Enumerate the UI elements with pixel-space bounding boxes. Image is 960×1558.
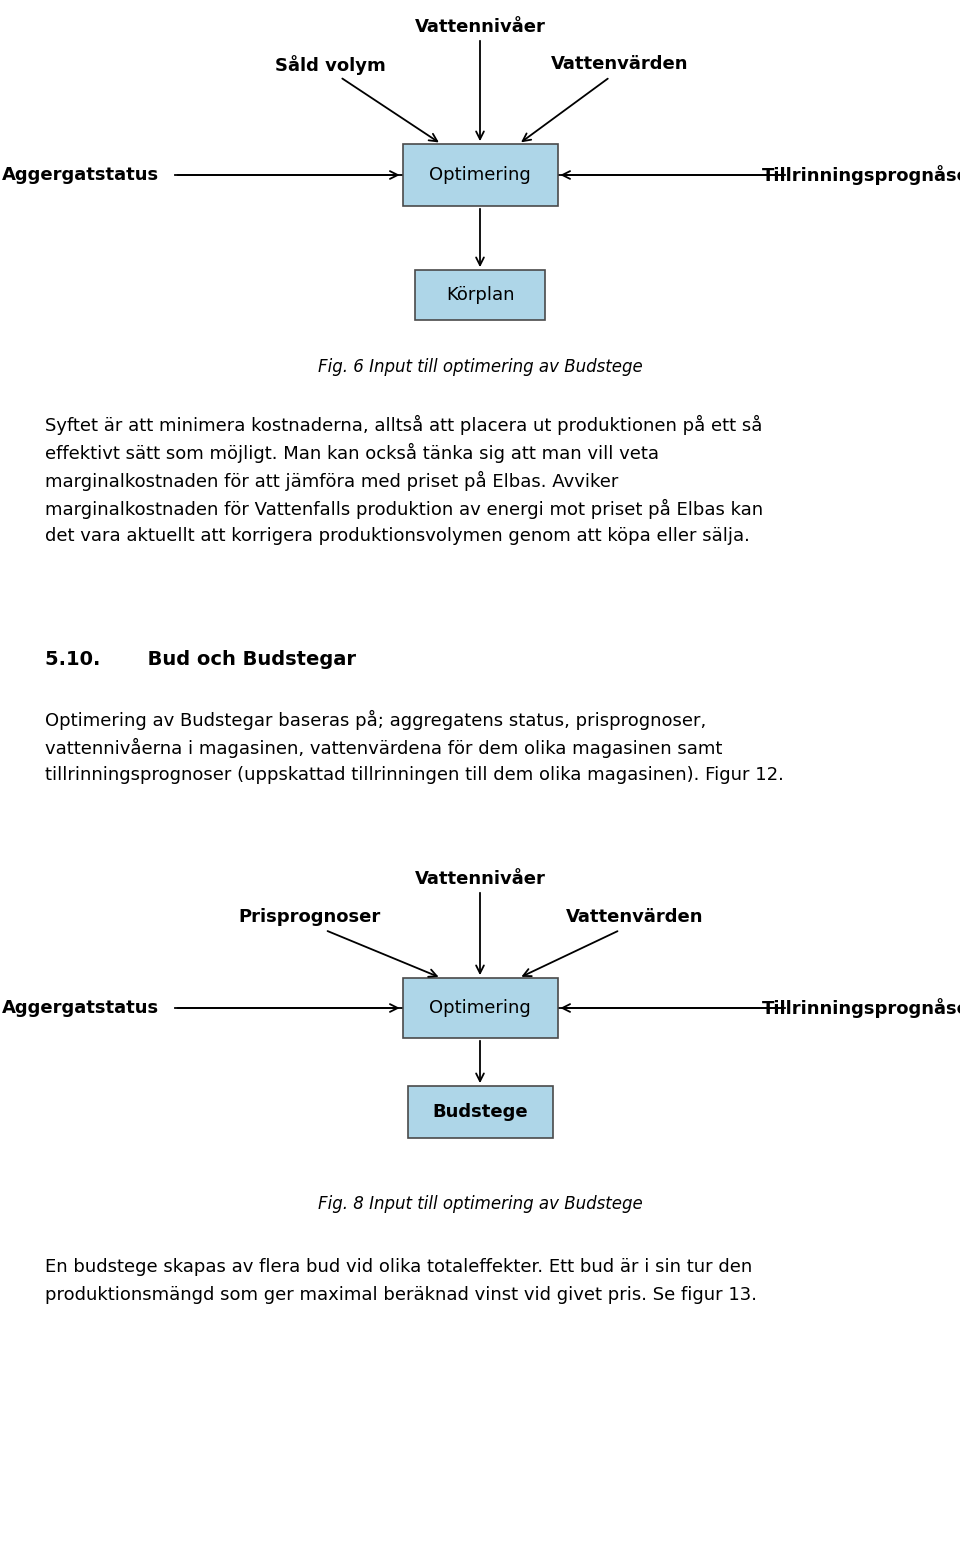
Text: Syftet är att minimera kostnaderna, alltså att placera ut produktionen på ett så: Syftet är att minimera kostnaderna, allt…: [45, 414, 762, 435]
FancyBboxPatch shape: [402, 978, 558, 1038]
Text: Tillrinningsprognåser: Tillrinningsprognåser: [761, 165, 960, 185]
Text: Prisprognoser: Prisprognoser: [239, 908, 381, 925]
Text: Aggergatstatus: Aggergatstatus: [1, 999, 158, 1017]
Text: effektivt sätt som möjligt. Man kan också tänka sig att man vill veta: effektivt sätt som möjligt. Man kan ocks…: [45, 442, 659, 463]
Text: vattennivåerna i magasinen, vattenvärdena för dem olika magasinen samt: vattennivåerna i magasinen, vattenvärden…: [45, 738, 722, 759]
Text: Vattennivåer: Vattennivåer: [415, 869, 545, 888]
Text: En budstege skapas av flera bud vid olika totaleffekter. Ett bud är i sin tur de: En budstege skapas av flera bud vid olik…: [45, 1257, 753, 1276]
Text: Fig. 6 Input till optimering av Budstege: Fig. 6 Input till optimering av Budstege: [318, 358, 642, 375]
Text: Vattenvärden: Vattenvärden: [566, 908, 704, 925]
Text: Optimering: Optimering: [429, 999, 531, 1017]
Text: Aggergatstatus: Aggergatstatus: [1, 167, 158, 184]
Text: 5.10.       Bud och Budstegar: 5.10. Bud och Budstegar: [45, 650, 356, 668]
Text: marginalkostnaden för Vattenfalls produktion av energi mot priset på Elbas kan: marginalkostnaden för Vattenfalls produk…: [45, 499, 763, 519]
Text: Optimering av Budstegar baseras på; aggregatens status, prisprognoser,: Optimering av Budstegar baseras på; aggr…: [45, 710, 707, 731]
Text: Såld volym: Såld volym: [275, 55, 385, 75]
Text: Fig. 8 Input till optimering av Budstege: Fig. 8 Input till optimering av Budstege: [318, 1195, 642, 1214]
FancyBboxPatch shape: [402, 143, 558, 206]
FancyBboxPatch shape: [407, 1086, 553, 1137]
Text: tillrinningsprognoser (uppskattad tillrinningen till dem olika magasinen). Figur: tillrinningsprognoser (uppskattad tillri…: [45, 767, 784, 784]
Text: Optimering: Optimering: [429, 167, 531, 184]
Text: Körplan: Körplan: [445, 287, 515, 304]
FancyBboxPatch shape: [415, 270, 545, 319]
Text: marginalkostnaden för att jämföra med priset på Elbas. Avviker: marginalkostnaden för att jämföra med pr…: [45, 471, 618, 491]
Text: Vattennivåer: Vattennivåer: [415, 19, 545, 36]
Text: det vara aktuellt att korrigera produktionsvolymen genom att köpa eller sälja.: det vara aktuellt att korrigera produkti…: [45, 527, 750, 545]
Text: Tillrinningsprognåser: Tillrinningsprognåser: [761, 999, 960, 1017]
Text: produktionsmängd som ger maximal beräknad vinst vid givet pris. Se figur 13.: produktionsmängd som ger maximal beräkna…: [45, 1285, 757, 1304]
Text: Vattenvärden: Vattenvärden: [551, 55, 688, 73]
Text: Budstege: Budstege: [432, 1103, 528, 1122]
